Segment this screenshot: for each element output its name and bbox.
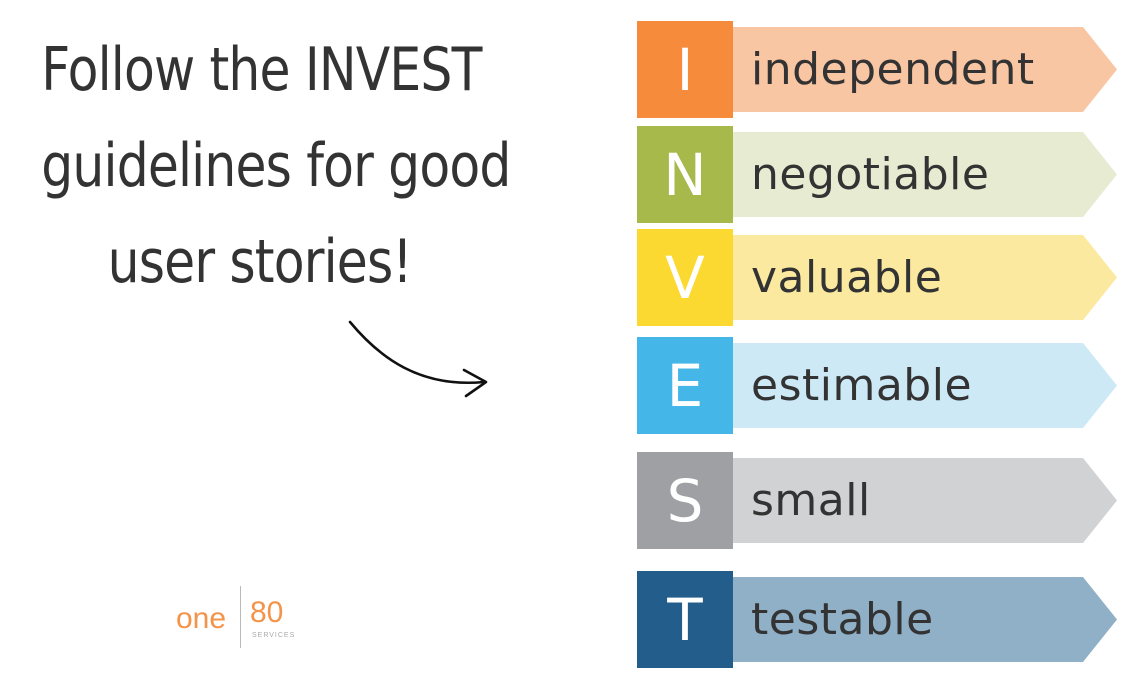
letter-t: T [667, 585, 703, 654]
arrow-shape-e [733, 343, 1117, 428]
word-estimable: estimable [751, 360, 973, 411]
letter-box-n: N [637, 126, 733, 223]
headline-line-3: user stories! [107, 227, 413, 297]
letter-box-s: S [637, 452, 733, 549]
letter-i: I [676, 35, 694, 104]
letter-box-e: E [637, 337, 733, 434]
arrow-band-s [733, 452, 1119, 549]
arrow-shape-n [733, 132, 1117, 217]
letter-n: N [663, 140, 707, 209]
arrow-shape-v [733, 235, 1117, 320]
arrow-band-e [733, 337, 1119, 434]
word-negotiable: negotiable [751, 149, 990, 200]
logo-divider [240, 586, 241, 648]
word-testable: testable [751, 594, 934, 645]
letter-v: V [665, 243, 705, 312]
headline: Follow the INVEST guidelines for good us… [41, 22, 511, 310]
arrow-band-n [733, 126, 1119, 223]
curved-arrow-icon [348, 320, 488, 398]
word-small: small [751, 475, 871, 526]
letter-box-v: V [637, 229, 733, 326]
logo-sub-text: SERVICES [252, 632, 296, 639]
letter-box-i: I [637, 21, 733, 118]
arrow-band-i [733, 21, 1119, 118]
word-independent: independent [751, 44, 1035, 95]
headline-line-2: guidelines for good [41, 131, 511, 201]
one80-logo: one 80 SERVICES [176, 580, 306, 650]
letter-e: E [666, 351, 704, 420]
arrow-shape-s [733, 458, 1117, 543]
letter-s: S [666, 466, 704, 535]
logo-one-text: one [176, 602, 227, 635]
arrow-band-t [733, 571, 1119, 668]
arrow-shape-i [733, 27, 1117, 112]
arrow-band-v [733, 229, 1119, 326]
logo-eighty-text: 80 [250, 596, 284, 629]
arrow-shape-t [733, 577, 1117, 662]
letter-box-t: T [637, 571, 733, 668]
headline-line-1: Follow the INVEST [41, 35, 482, 105]
word-valuable: valuable [751, 252, 943, 303]
